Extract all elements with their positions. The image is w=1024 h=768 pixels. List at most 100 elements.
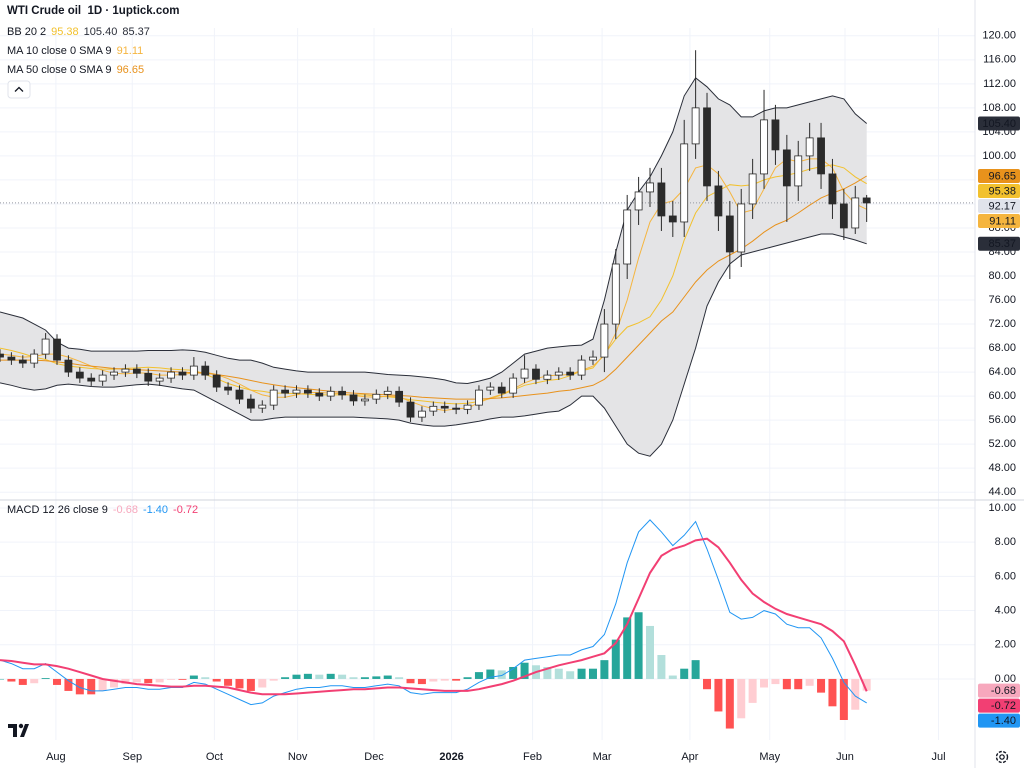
histogram-bar — [429, 678, 438, 682]
histogram-bar — [7, 678, 16, 682]
price-badge-label: 85.37 — [988, 238, 1016, 250]
histogram-bar — [155, 678, 164, 683]
candle-body — [440, 405, 449, 409]
indicator-value: -0.72 — [173, 504, 199, 516]
histogram-bar — [634, 612, 643, 679]
candle-body — [805, 137, 814, 157]
x-tick-label: Feb — [523, 751, 542, 763]
x-tick-label: Nov — [288, 751, 308, 763]
indicator-label: MACD 12 26 close 9 — [7, 504, 108, 516]
candle-body — [64, 359, 73, 373]
candle-body — [725, 215, 734, 253]
indicator-line — [0, 77, 868, 385]
histogram-bar — [246, 678, 255, 691]
histogram-bar — [64, 678, 73, 691]
candle-body — [463, 404, 472, 410]
candle-body — [303, 389, 312, 394]
candle-body — [520, 368, 529, 379]
price-badge — [978, 236, 1020, 251]
candle-body — [30, 353, 39, 364]
candle-body — [18, 359, 27, 364]
button-box — [7, 80, 31, 99]
histogram-bar — [75, 678, 84, 695]
settings-button[interactable] — [995, 750, 1009, 764]
histogram-bar — [817, 678, 826, 693]
candle-body — [703, 107, 711, 187]
candle-body — [851, 197, 860, 229]
y-tick-label: 8.00 — [995, 536, 1016, 548]
price-badge — [978, 199, 1020, 214]
candle-body — [269, 389, 278, 406]
logo-part — [18, 723, 24, 729]
x-tick-label: 2026 — [439, 751, 463, 763]
y-tick-label: 6.00 — [995, 570, 1016, 582]
indicator-line — [0, 519, 867, 706]
candle-body — [817, 137, 825, 175]
y-tick-label: 2.00 — [995, 639, 1016, 651]
candle-body — [246, 398, 255, 409]
candle-body — [543, 374, 552, 380]
candle-body — [680, 143, 689, 223]
candle-body — [53, 338, 61, 361]
candle-body — [566, 371, 575, 376]
histogram-bar — [486, 669, 495, 679]
candle-body — [668, 215, 677, 223]
candle-body — [839, 203, 848, 229]
candle-body — [486, 386, 495, 391]
histogram-bar — [292, 674, 301, 679]
price-badge — [978, 184, 1020, 199]
histogram-bar — [646, 625, 654, 679]
candle-body — [429, 405, 438, 412]
candle-body — [554, 371, 563, 376]
candle-body — [155, 377, 164, 382]
candle-body — [349, 394, 358, 402]
histogram-bar — [771, 678, 780, 685]
x-tick-label: Aug — [46, 751, 66, 763]
candle-body — [0, 353, 4, 358]
y-tick-label: 120.00 — [982, 30, 1016, 42]
histogram-bar — [828, 678, 837, 707]
candle-body — [737, 203, 746, 253]
indicator-value: -1.40 — [142, 504, 169, 516]
y-tick-label: 108.00 — [982, 102, 1016, 114]
tv-logo[interactable] — [8, 723, 29, 737]
candle-body — [589, 356, 597, 361]
candle-body — [657, 182, 666, 217]
histogram-bar — [680, 668, 689, 679]
gear-outline — [995, 750, 1009, 764]
histogram-bar — [714, 678, 723, 712]
candle-body — [326, 390, 335, 397]
price-badge — [978, 214, 1020, 229]
histogram-bar — [201, 677, 210, 679]
histogram-bar — [132, 678, 141, 683]
histogram-bar — [30, 678, 39, 684]
y-tick-label: 56.00 — [988, 414, 1016, 426]
y-tick-label: 112.00 — [983, 78, 1016, 90]
collapse-legend-button[interactable] — [7, 80, 31, 99]
histogram-bar — [315, 674, 324, 679]
candle-body — [315, 392, 324, 397]
indicator-label: MA 10 close 0 SMA 9 — [7, 45, 112, 57]
legend-ma10: MA 10 close 0 SMA 9 91.11 — [7, 45, 148, 57]
x-tick-label: Jul — [931, 751, 945, 763]
price-badge-label: 105.40 — [982, 118, 1016, 130]
candle-body — [452, 407, 461, 410]
legend-bb: BB 20 2 95.38 105.40 85.37 — [7, 26, 155, 38]
candle-body — [224, 386, 232, 391]
candle-body — [771, 119, 780, 151]
candle-body — [748, 173, 757, 205]
histogram-bar — [235, 678, 244, 689]
indicator-value: 105.40 — [83, 26, 118, 38]
candle-body — [475, 389, 483, 406]
histogram-bar — [372, 676, 381, 679]
candle-body — [87, 377, 96, 382]
histogram-bar — [566, 671, 575, 679]
y-tick-label: 84.00 — [988, 246, 1016, 258]
price-badge — [978, 713, 1020, 728]
histogram-bar — [53, 678, 62, 685]
histogram-bar — [851, 678, 860, 710]
histogram-bar — [839, 678, 848, 720]
y-tick-label: 4.00 — [995, 604, 1016, 616]
histogram-bar — [189, 675, 198, 679]
indicator-value: 95.38 — [51, 26, 79, 38]
